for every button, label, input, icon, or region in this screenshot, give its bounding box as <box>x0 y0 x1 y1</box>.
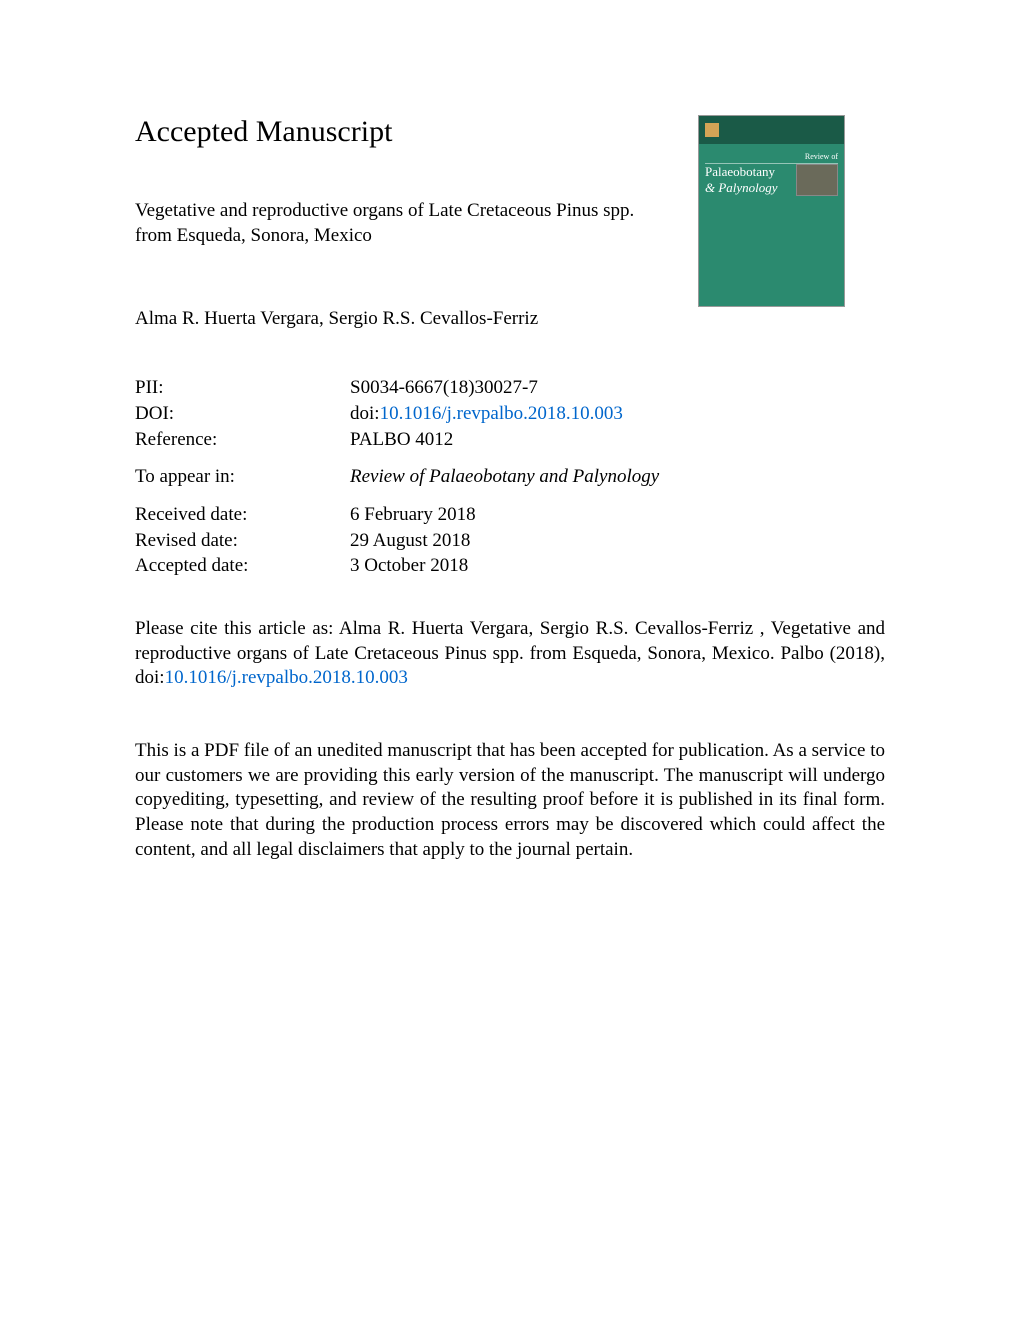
meta-row-received: Received date: 6 February 2018 <box>135 502 885 528</box>
doi-prefix: doi: <box>350 403 380 424</box>
cover-top-bar <box>699 116 844 144</box>
to-appear-value: Review of Palaeobotany and Palynology <box>350 464 659 490</box>
elsevier-logo-icon <box>705 123 719 137</box>
cover-title-area: Review of Palaeobotany & Palynology <box>699 144 844 204</box>
doi-link[interactable]: 10.1016/j.revpalbo.2018.10.003 <box>380 403 623 424</box>
received-label: Received date: <box>135 502 350 528</box>
meta-row-doi: DOI: doi:10.1016/j.revpalbo.2018.10.003 <box>135 401 885 427</box>
cover-title-palynology: & Palynology <box>705 180 792 196</box>
doi-label: DOI: <box>135 401 350 427</box>
reference-value: PALBO 4012 <box>350 427 453 453</box>
article-title: Vegetative and reproductive organs of La… <box>135 199 645 248</box>
accepted-value: 3 October 2018 <box>350 553 468 579</box>
journal-cover: Review of Palaeobotany & Palynology <box>698 115 845 307</box>
pii-label: PII: <box>135 375 350 401</box>
citation-text: Please cite this article as: Alma R. Hue… <box>135 617 885 691</box>
cover-title-row: Palaeobotany & Palynology <box>705 164 838 196</box>
reference-label: Reference: <box>135 427 350 453</box>
meta-row-accepted: Accepted date: 3 October 2018 <box>135 553 885 579</box>
cover-main-titles: Palaeobotany & Palynology <box>705 164 792 196</box>
cover-review-of: Review of <box>705 152 838 164</box>
disclaimer-text: This is a PDF file of an unedited manusc… <box>135 739 885 862</box>
pii-value: S0034-6667(18)30027-7 <box>350 375 538 401</box>
meta-row-pii: PII: S0034-6667(18)30027-7 <box>135 375 885 401</box>
revised-label: Revised date: <box>135 528 350 554</box>
meta-row-reference: Reference: PALBO 4012 <box>135 427 885 453</box>
revised-value: 29 August 2018 <box>350 528 470 554</box>
accepted-label: Accepted date: <box>135 553 350 579</box>
doi-value: doi:10.1016/j.revpalbo.2018.10.003 <box>350 401 623 427</box>
article-authors: Alma R. Huerta Vergara, Sergio R.S. Ceva… <box>135 308 885 330</box>
cover-title-palaeobotany: Palaeobotany <box>705 164 792 180</box>
meta-row-revised: Revised date: 29 August 2018 <box>135 528 885 554</box>
received-value: 6 February 2018 <box>350 502 476 528</box>
metadata-table: PII: S0034-6667(18)30027-7 DOI: doi:10.1… <box>135 375 885 578</box>
to-appear-label: To appear in: <box>135 464 350 490</box>
page-content: Accepted Manuscript Review of Palaeobota… <box>0 0 1020 862</box>
cover-image-icon <box>796 164 838 196</box>
citation-doi-link[interactable]: 10.1016/j.revpalbo.2018.10.003 <box>165 667 408 688</box>
meta-row-to-appear: To appear in: Review of Palaeobotany and… <box>135 464 885 490</box>
